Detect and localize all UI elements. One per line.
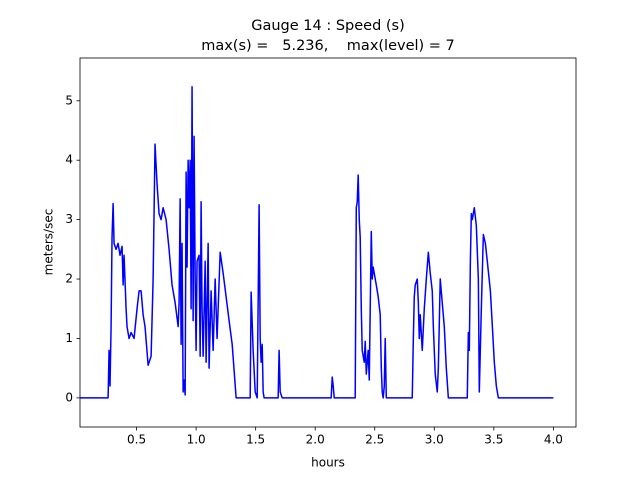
y-tick-label: 3 [65,212,73,226]
x-axis-label: hours [311,456,345,470]
x-tick-label: 4.0 [544,433,563,447]
chart-subtitle: max(s) = 5.236, max(level) = 7 [201,38,455,54]
plot-frame [79,57,577,428]
x-tick-label: 2.0 [306,433,325,447]
x-tick-label: 0.5 [127,433,146,447]
data-line [80,86,554,399]
x-tick-label: 3.5 [484,433,503,447]
y-tick-label: 2 [65,272,73,286]
y-axis-label: meters/sec [42,209,56,276]
y-tick-label: 0 [65,390,73,404]
x-tick-label: 3.0 [425,433,444,447]
x-tick-label: 2.5 [365,433,384,447]
y-tick-label: 5 [65,93,73,107]
x-tick-label: 1.0 [187,433,206,447]
chart-title: Gauge 14 : Speed (s) [251,18,405,34]
y-tick-label: 4 [65,153,73,167]
y-tick-label: 1 [65,331,73,345]
x-tick-label: 1.5 [246,433,265,447]
